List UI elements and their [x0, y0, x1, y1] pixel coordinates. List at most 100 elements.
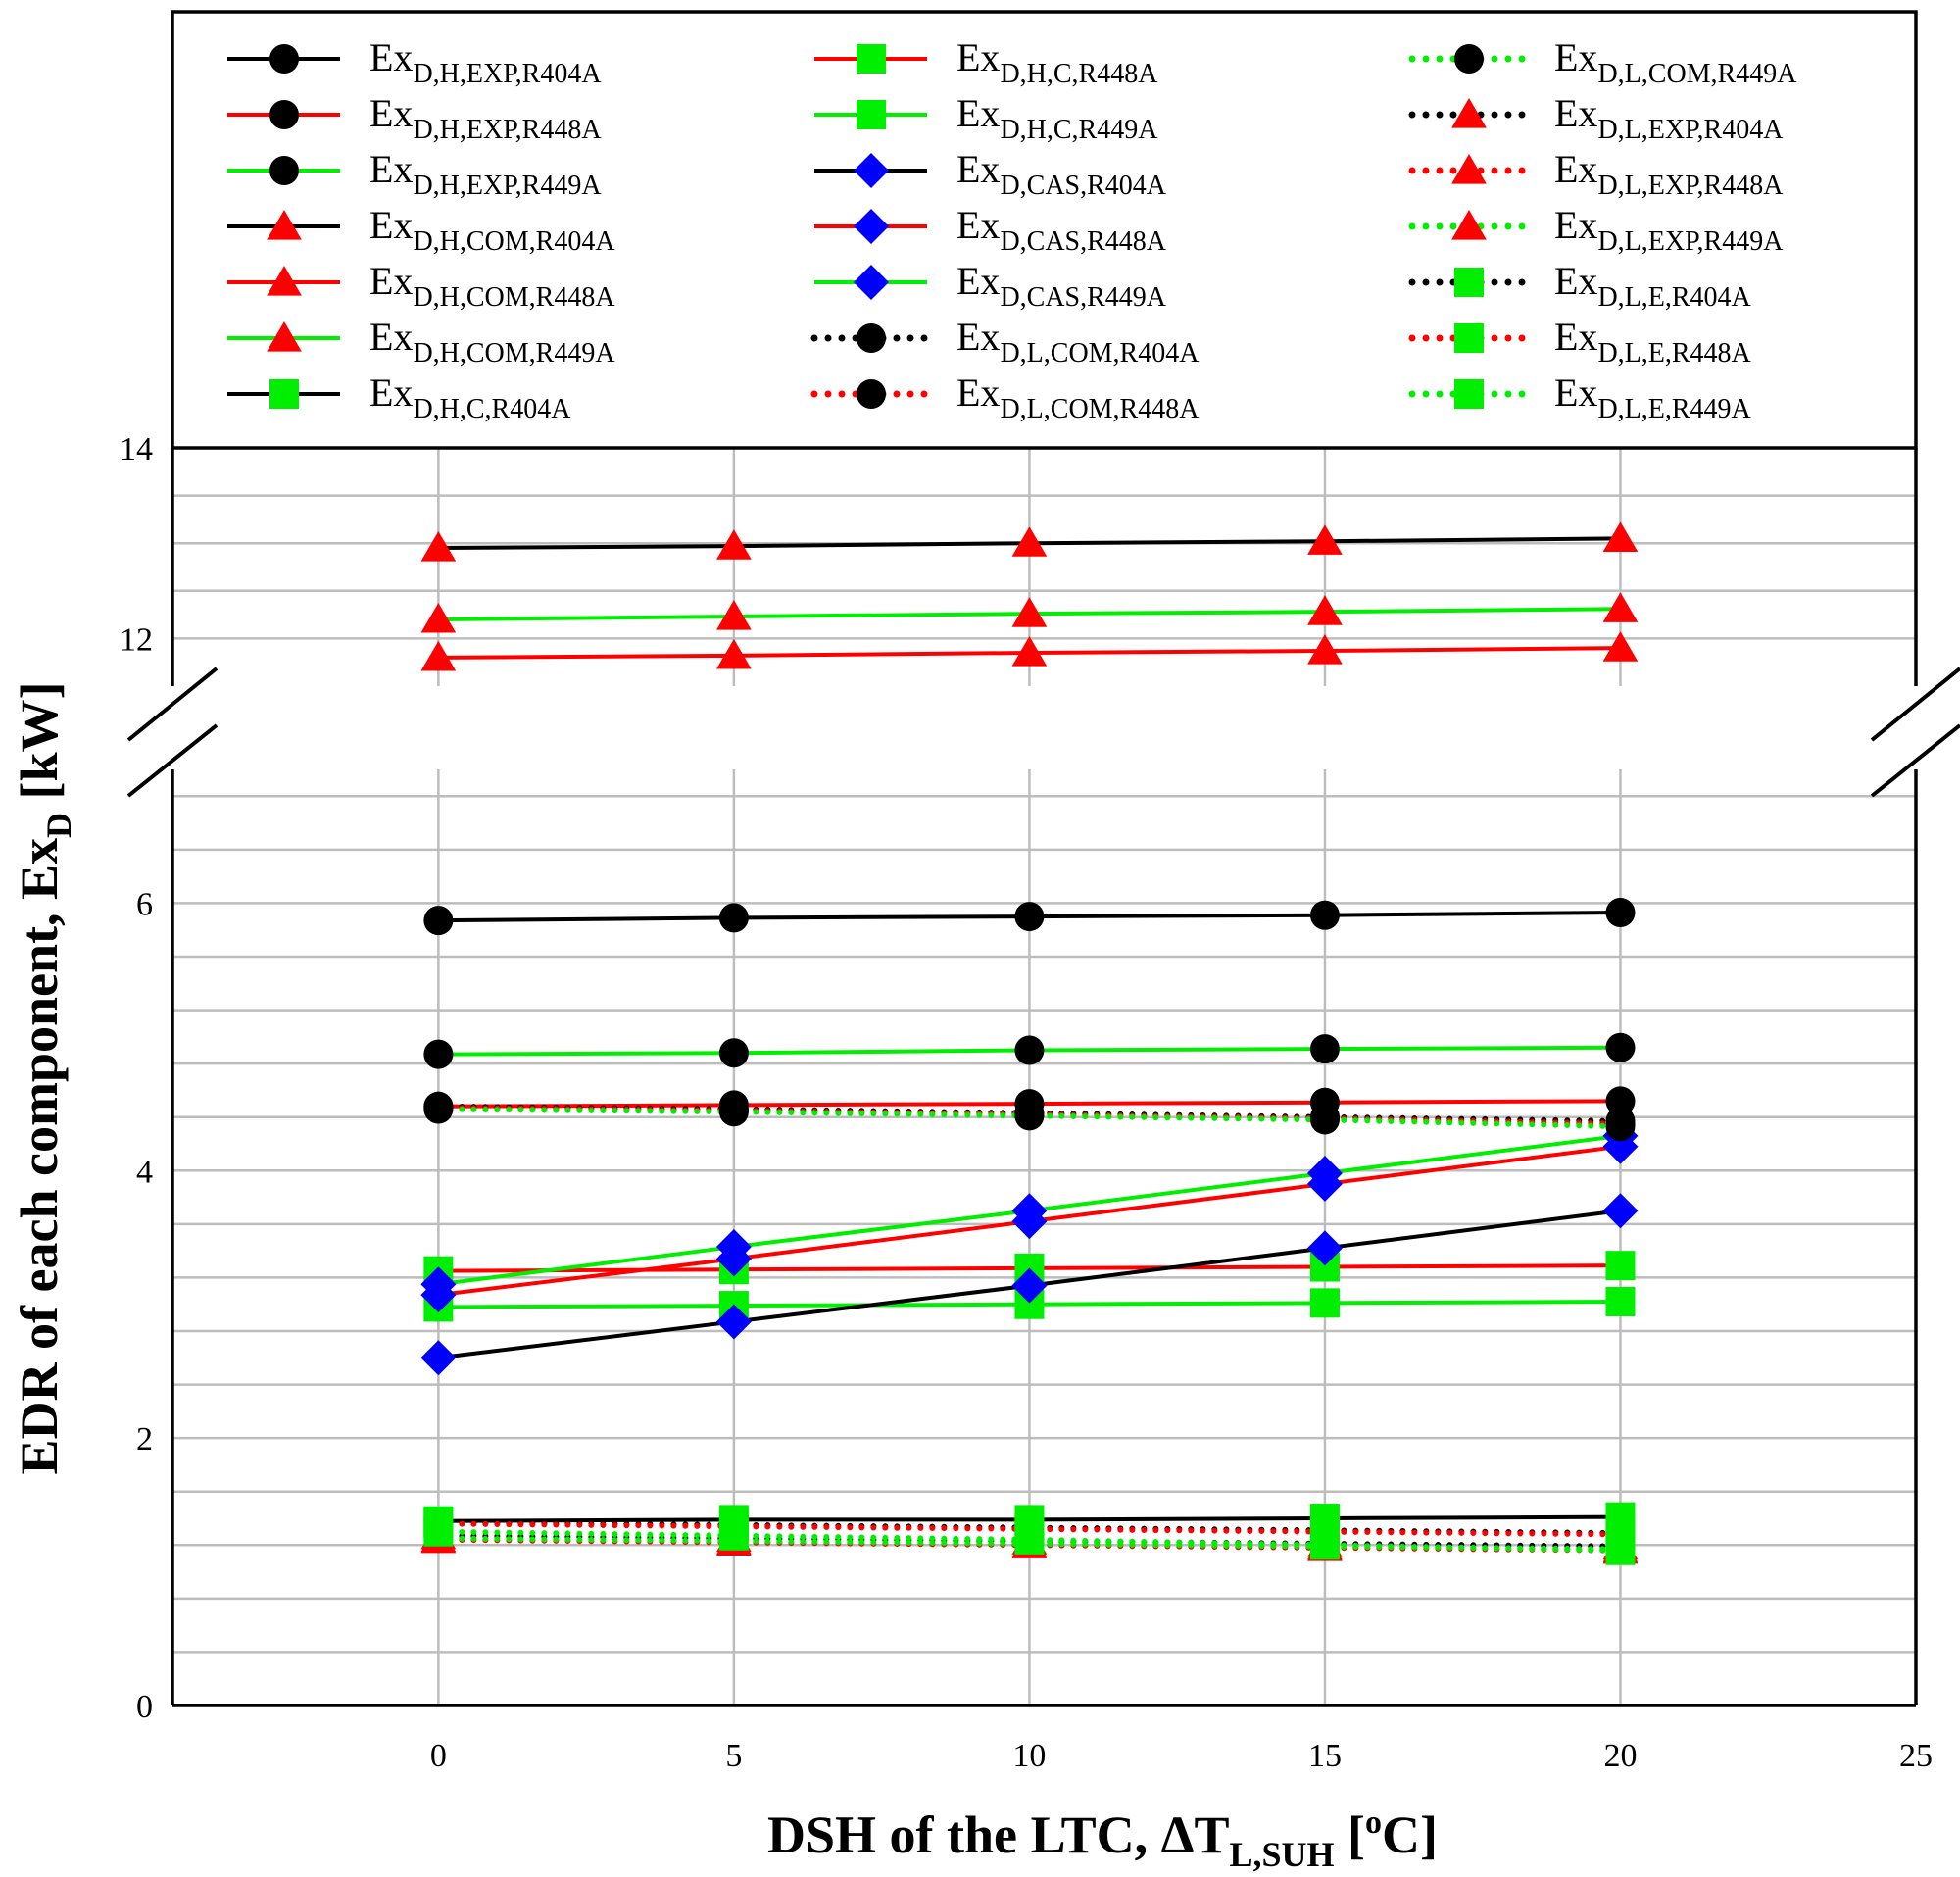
- legend-label-sub: D,H,EXP,R449A: [413, 171, 602, 201]
- data-point: [420, 640, 457, 671]
- series-line: [435, 1536, 1624, 1554]
- data-point: [1602, 521, 1639, 552]
- legend-marker: [267, 266, 302, 296]
- data-point: [1309, 1105, 1340, 1135]
- series-markers: [423, 1032, 1636, 1069]
- legend-label: ExD,L,COM,R404A: [956, 315, 1200, 369]
- legend-label-sub: D,H,C,R404A: [413, 394, 571, 424]
- data-point: [718, 1097, 749, 1127]
- legend-label: ExD,H,COM,R449A: [369, 315, 615, 369]
- data-point: [420, 1266, 457, 1303]
- legend-label-sub: D,L,EXP,R448A: [1597, 171, 1784, 201]
- series-d-l-e-r448a: [435, 1520, 1624, 1538]
- legend-label-sub: D,H,COM,R449A: [413, 338, 615, 369]
- legend-label-sub: D,L,E,R404A: [1597, 282, 1751, 313]
- data-point: [1309, 1034, 1340, 1064]
- series-markers: [423, 1516, 1636, 1565]
- legend-label-main: Ex: [1554, 315, 1597, 359]
- axis-break-gap: [167, 688, 1922, 767]
- legend-label-sub: D,H,C,R449A: [1000, 115, 1158, 145]
- y-tick-label: 6: [136, 886, 153, 922]
- legend-label: ExD,H,C,R449A: [956, 91, 1158, 145]
- data-point: [1309, 900, 1340, 930]
- y-axis-title-main: EDR of each component, Ex: [10, 838, 69, 1474]
- data-point: [1011, 635, 1048, 667]
- legend-entry: ExD,H,C,R404A: [227, 370, 571, 424]
- legend-label-main: Ex: [369, 35, 413, 79]
- series-markers: [423, 1094, 1636, 1142]
- legend-marker: [857, 100, 886, 129]
- axis-break-mark-left: [126, 667, 219, 742]
- legend-label-main: Ex: [1554, 259, 1597, 303]
- legend-entry: ExD,L,E,R404A: [1408, 259, 1752, 313]
- data-point: [1011, 1267, 1048, 1304]
- series-markers: [423, 897, 1636, 936]
- legend-label-sub: D,L,COM,R404A: [1000, 338, 1200, 369]
- data-point: [1014, 1035, 1045, 1065]
- legend-entry: ExD,H,EXP,R449A: [227, 147, 602, 201]
- data-point: [1014, 902, 1045, 932]
- legend-label-main: Ex: [369, 315, 413, 359]
- data-point: [423, 1094, 454, 1124]
- legend-entry: ExD,H,COM,R449A: [227, 315, 615, 369]
- data-point: [420, 1340, 457, 1376]
- x-axis-title-sup: o: [1365, 1804, 1382, 1841]
- legend-label-main: Ex: [369, 203, 413, 247]
- legend-label-sub: D,L,COM,R448A: [1000, 394, 1200, 424]
- legend-entry: ExD,CAS,R449A: [814, 259, 1167, 313]
- data-point: [1307, 524, 1343, 555]
- data-point: [1605, 1251, 1636, 1281]
- legend-marker: [1454, 379, 1484, 409]
- legend-label-main: Ex: [369, 370, 413, 415]
- legend-label: ExD,H,C,R404A: [369, 370, 571, 424]
- data-point: [1605, 1286, 1636, 1316]
- legend-label: ExD,H,EXP,R448A: [369, 91, 602, 145]
- legend-label: ExD,L,EXP,R448A: [1554, 147, 1784, 201]
- legend-label: ExD,H,EXP,R449A: [369, 147, 602, 201]
- legend-marker: [270, 100, 299, 129]
- legend-label-main: Ex: [956, 35, 1000, 79]
- legend-entry: ExD,L,COM,R449A: [1408, 35, 1797, 89]
- series-line: [435, 1532, 1624, 1550]
- legend-label-sub: D,H,C,R448A: [1000, 59, 1158, 89]
- legend-marker: [857, 44, 886, 74]
- legend-marker: [857, 323, 886, 353]
- legend-marker: [270, 44, 299, 74]
- legend-marker: [854, 265, 889, 300]
- series-d-l-e-r404a: [435, 1519, 1624, 1537]
- series-group: [420, 521, 1639, 1565]
- tick-labels: 0 2 4 6 12 14 0 5 10 15 20 25: [120, 431, 1933, 1774]
- legend-label: ExD,CAS,R448A: [956, 203, 1167, 257]
- legend-label: ExD,L,E,R404A: [1554, 259, 1752, 313]
- x-tick-label: 5: [725, 1738, 742, 1774]
- legend-marker: [270, 156, 299, 185]
- data-point: [1605, 1032, 1636, 1062]
- series-d-l-exp-r448a: [435, 1536, 1624, 1554]
- legend-label-main: Ex: [1554, 91, 1597, 135]
- legend-entry: ExD,CAS,R448A: [814, 203, 1167, 257]
- data-point: [1014, 1524, 1045, 1555]
- data-point: [420, 531, 457, 562]
- legend-label-main: Ex: [369, 147, 413, 191]
- series-d-l-exp-r404a: [435, 1532, 1624, 1550]
- series-markers: [420, 631, 1639, 671]
- legend-label-main: Ex: [1554, 35, 1597, 79]
- legend-label: ExD,L,E,R449A: [1554, 370, 1752, 424]
- x-axis-title-close: C]: [1382, 1805, 1438, 1864]
- axis-break-mark-left: [126, 723, 219, 798]
- legend-label-sub: D,H,EXP,R448A: [413, 115, 602, 145]
- data-point: [718, 1520, 749, 1551]
- y-tick-label: 0: [136, 1689, 153, 1725]
- legend-marker: [270, 379, 299, 409]
- data-point: [1602, 1193, 1639, 1229]
- series-d-l-com-r448a: [435, 1105, 1624, 1127]
- data-point: [423, 1039, 454, 1069]
- legend-label-main: Ex: [1554, 203, 1597, 247]
- data-point: [716, 529, 752, 560]
- data-point: [1602, 592, 1639, 622]
- legend-label-main: Ex: [1554, 147, 1597, 191]
- legend-label-sub: D,L,EXP,R449A: [1597, 226, 1784, 257]
- data-point: [1602, 631, 1639, 662]
- data-point: [1309, 1530, 1340, 1560]
- legend-marker: [1454, 268, 1484, 297]
